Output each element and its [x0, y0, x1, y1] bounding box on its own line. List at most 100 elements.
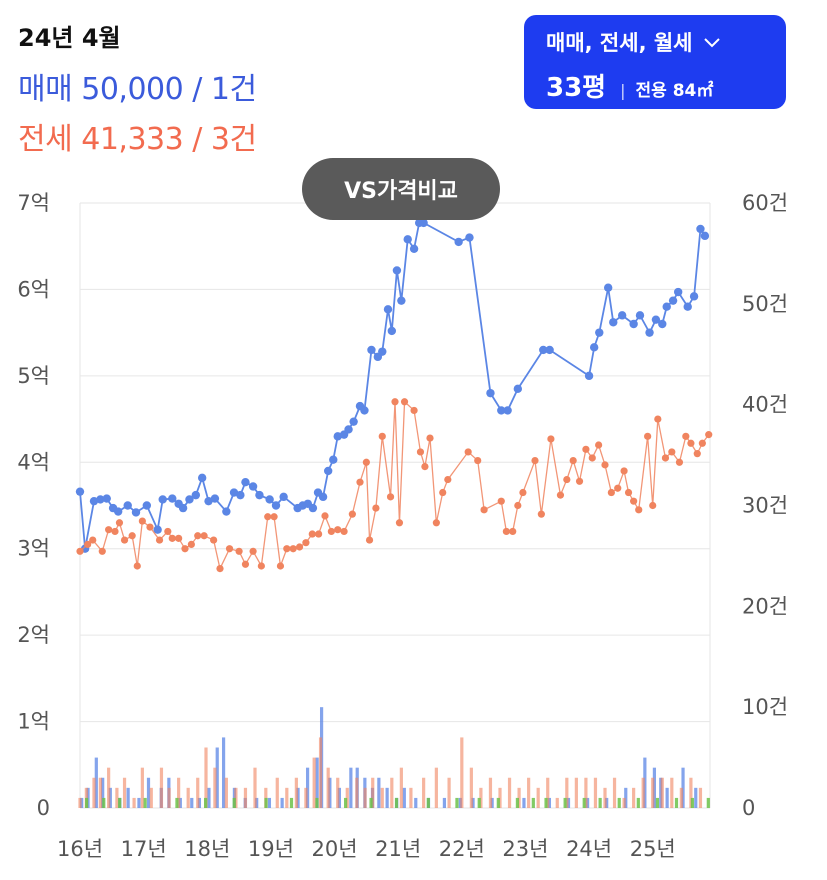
- filter-dropdown[interactable]: 매매, 전세, 월세 33평 | 전용 84㎡: [524, 15, 786, 109]
- volume-bar: [593, 777, 598, 808]
- filter-types-row[interactable]: 매매, 전세, 월세: [546, 27, 786, 57]
- y-left-tick-label: 6억: [17, 277, 50, 301]
- jeonse-price-point: [283, 545, 291, 553]
- volume-bar: [380, 787, 384, 808]
- jeonse-price-point: [120, 536, 129, 544]
- volume-bar: [402, 787, 406, 808]
- volume-bar: [315, 757, 319, 808]
- volume-bar: [355, 777, 359, 808]
- jeonse-price-point: [378, 432, 386, 440]
- volume-bar: [118, 797, 122, 808]
- vs-compare-button[interactable]: VS가격비교: [302, 158, 500, 220]
- jeonse-price-point: [216, 564, 224, 573]
- volume-bar: [681, 767, 685, 808]
- volume-bar: [544, 797, 548, 808]
- volume-bar: [280, 797, 284, 808]
- sale-price-point: [645, 328, 654, 337]
- volume-bar: [178, 797, 182, 808]
- volume-bar: [651, 777, 655, 808]
- sale-price-point: [360, 406, 369, 415]
- selected-date: 24년 4월: [18, 24, 121, 52]
- sale-price-point: [178, 503, 188, 513]
- jeonse-price-point: [635, 506, 643, 514]
- volume-bar: [612, 777, 617, 808]
- sale-price-point: [387, 326, 397, 336]
- volume-bar: [294, 777, 298, 808]
- volume-bar: [122, 777, 127, 808]
- jeonse-price-point: [547, 435, 555, 443]
- sale-price-point: [378, 347, 387, 356]
- sale-price-point: [700, 231, 710, 241]
- sale-price-point: [229, 488, 239, 497]
- volume-bar: [213, 767, 217, 808]
- volume-bar: [477, 797, 481, 808]
- volume-bar: [86, 787, 90, 808]
- jeonse-price-point: [295, 543, 304, 551]
- volume-bar: [670, 777, 674, 808]
- volume-bar: [343, 797, 348, 808]
- volume-bar: [390, 777, 394, 808]
- volume-bar: [101, 777, 105, 808]
- jeonse-price-point: [444, 475, 452, 484]
- volume-bar: [447, 777, 451, 808]
- volume-bar: [622, 797, 626, 808]
- filter-types-label: 매매, 전세, 월세: [546, 31, 693, 55]
- sale-price-point: [168, 494, 177, 503]
- volume-bar: [517, 787, 521, 808]
- sale-price-point: [191, 490, 201, 500]
- volume-bar: [326, 767, 330, 808]
- volume-bar: [137, 797, 141, 808]
- chart-axes: 0 1억 2억 3억 4억 5억 6억 7억 0 10건 20건 30건 40건 50건 60건 16년 17년…: [17, 191, 788, 861]
- volume-bar: [603, 787, 607, 808]
- volume-bar: [253, 767, 257, 808]
- volume-bar: [243, 787, 248, 808]
- jeonse-price-point: [519, 488, 527, 497]
- jeonse-price-point: [644, 432, 652, 440]
- volume-bar: [605, 797, 609, 808]
- jeonse-price-point: [187, 540, 195, 548]
- jeonse-price-point: [668, 448, 676, 456]
- jeonse-price-point: [474, 456, 482, 465]
- volume-bar: [565, 777, 569, 808]
- jeonse-price-point: [257, 562, 265, 570]
- jeonse-price-point: [98, 547, 106, 555]
- jeonse-price-point: [365, 536, 374, 544]
- sale-price-point: [123, 501, 132, 510]
- sale-price-point: [89, 496, 99, 506]
- jeonse-price-point: [537, 510, 545, 518]
- jeonse-price-point: [194, 532, 202, 540]
- volume-bar: [215, 747, 219, 808]
- sale-price-point: [635, 311, 645, 320]
- volume-bar: [315, 797, 319, 808]
- y-right-tick-label: 50건: [742, 292, 788, 316]
- sale-price-point: [696, 224, 705, 234]
- y-right-tick-label: 40건: [742, 393, 788, 417]
- volume-bar: [566, 797, 571, 808]
- size-separator: |: [620, 81, 626, 100]
- volume-bar: [652, 767, 657, 808]
- jeonse-price-point: [502, 527, 510, 536]
- volume-bar: [460, 737, 464, 808]
- jeonse-price-point: [105, 526, 113, 534]
- volume-bar: [186, 787, 190, 808]
- volume-bar: [234, 787, 238, 808]
- filter-size-row[interactable]: 33평 | 전용 84㎡: [546, 67, 786, 104]
- jeonse-price-line: [79, 400, 710, 571]
- jeonse-price-point: [276, 562, 285, 570]
- jeonse-price-point: [111, 527, 119, 536]
- volume-bar: [84, 787, 88, 808]
- volume-bar: [337, 787, 342, 808]
- volume-bar: [377, 777, 381, 808]
- y-left-tick-label: 2억: [17, 623, 50, 647]
- x-tick-label: 19년: [248, 837, 294, 861]
- jeonse-price-point: [421, 463, 429, 471]
- sale-price-point: [584, 371, 594, 381]
- volume-bar: [92, 777, 96, 808]
- jeonse-price-point: [614, 484, 622, 492]
- jeonse-price-point: [439, 488, 447, 497]
- y-right-tick-label: 10건: [742, 695, 788, 719]
- size-pyeong: 33평: [546, 73, 607, 103]
- volume-bar: [264, 787, 268, 808]
- volume-bar: [522, 797, 526, 808]
